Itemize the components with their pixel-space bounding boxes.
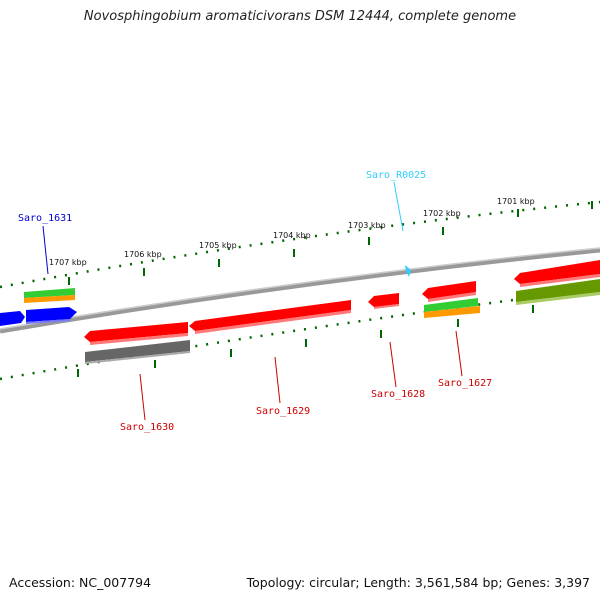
tick-label: 1703 kbp	[348, 221, 386, 230]
inner-major-ticks	[77, 305, 534, 377]
gene-label-saro-1630[interactable]: Saro_1630	[120, 422, 174, 433]
green-feature[interactable]	[424, 298, 478, 312]
label-connector	[139, 373, 146, 421]
tick-label: 1705 kbp	[199, 241, 237, 250]
label-connector	[389, 341, 397, 388]
genome-backbone	[0, 247, 600, 334]
cds-feature-saro-1627[interactable]	[422, 281, 476, 299]
gene-label-saro-1629[interactable]: Saro_1629	[256, 406, 310, 417]
gene-label-saro-r0025[interactable]: Saro_R0025	[366, 170, 426, 181]
map-title: Novosphingobium aromaticivorans DSM 1244…	[83, 9, 517, 24]
cds-feature-saro-1630[interactable]	[84, 322, 188, 342]
green-feature[interactable]	[24, 288, 75, 298]
olive-feature[interactable]	[516, 279, 600, 302]
blue-feature[interactable]	[26, 307, 77, 322]
label-connector	[393, 181, 404, 232]
outer-major-ticks	[68, 201, 593, 285]
rna-feature[interactable]	[405, 265, 411, 277]
gray-feature[interactable]	[85, 340, 190, 362]
blue-feature[interactable]	[0, 311, 25, 326]
tick-label: 1702 kbp	[423, 209, 461, 218]
tick-label: 1701 kbp	[497, 197, 535, 206]
tick-label: 1704 kbp	[273, 231, 311, 240]
label-connector	[42, 225, 49, 275]
orange-feature[interactable]	[24, 295, 75, 303]
cds-feature-saro-1628[interactable]	[368, 293, 399, 307]
gene-label-saro-1627[interactable]: Saro_1627	[438, 378, 492, 389]
topology-summary: Topology: circular; Length: 3,561,584 bp…	[246, 575, 590, 590]
gene-label-saro-1628[interactable]: Saro_1628	[371, 389, 425, 400]
label-connector	[274, 356, 281, 404]
tick-label: 1707 kbp	[49, 258, 87, 267]
tick-label: 1706 kbp	[124, 250, 162, 259]
label-connector	[455, 330, 463, 377]
gene-label-saro-1631[interactable]: Saro_1631	[18, 213, 72, 224]
orange-feature[interactable]	[424, 306, 480, 318]
accession-label: Accession: NC_007794	[9, 575, 152, 590]
cds-feature-saro-1629[interactable]	[189, 300, 351, 331]
cds-feature[interactable]	[514, 260, 600, 284]
outer-tick-ring	[0, 200, 600, 289]
